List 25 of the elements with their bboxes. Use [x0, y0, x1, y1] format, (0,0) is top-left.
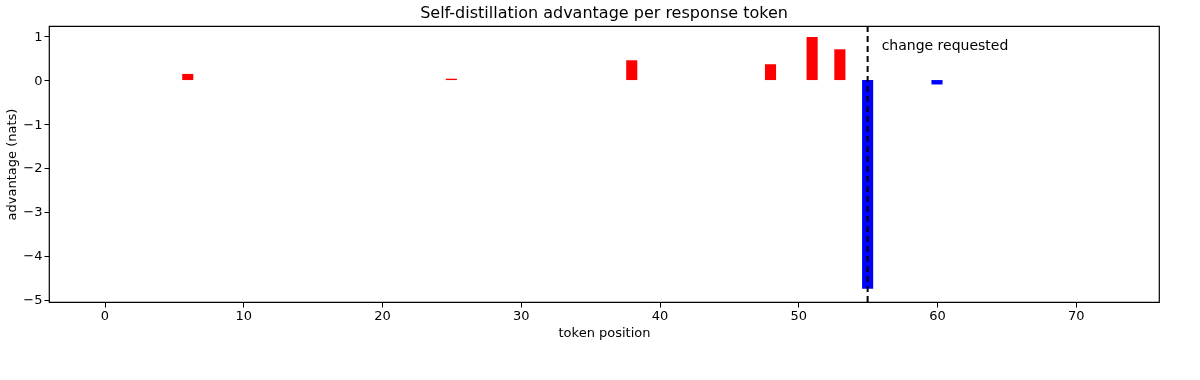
bar: [182, 73, 194, 81]
y-tick-label: −4: [23, 248, 43, 264]
x-tick-label: 60: [929, 307, 946, 323]
bar: [931, 80, 943, 85]
x-tick-label: 20: [374, 307, 391, 323]
x-axis-title: token position: [558, 324, 651, 340]
y-tick-label: 1: [34, 28, 43, 44]
x-tick-label: 50: [790, 307, 808, 323]
y-tick-label: −1: [23, 116, 43, 132]
y-tick-label: −3: [23, 204, 43, 220]
x-tick-label: 30: [512, 307, 530, 323]
y-axis-title: advantage (nats): [4, 108, 20, 221]
y-tick-label: 0: [34, 72, 43, 88]
y-tick-label: −5: [23, 292, 43, 308]
x-tick-label: 40: [651, 307, 669, 323]
x-tick-label: 10: [235, 307, 253, 323]
bar: [834, 49, 846, 81]
ref-line-label: change requested: [881, 37, 1009, 53]
x-tick-label: 70: [1067, 307, 1085, 323]
x-tick-label: 0: [100, 307, 110, 323]
bar: [806, 36, 818, 81]
y-tick-label: −2: [23, 160, 43, 176]
chart-title: Self-distillation advantage per response token: [420, 3, 788, 22]
bar: [764, 64, 777, 81]
bar: [626, 60, 638, 81]
